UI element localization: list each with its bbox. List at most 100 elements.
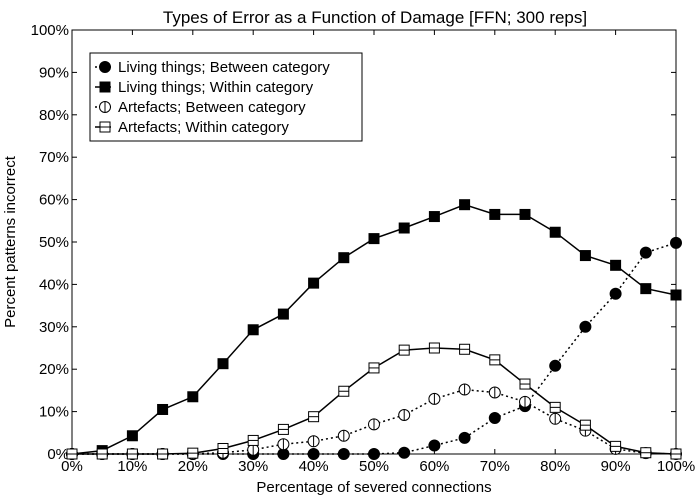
data-point — [338, 252, 350, 264]
y-axis: 0% 10% 20% 30% 40% 50% 60% 70% 80% 90% 100% — [31, 22, 676, 463]
legend-box — [89, 52, 363, 142]
data-point — [307, 435, 320, 448]
legend-entry: Living things; Within category — [95, 79, 314, 96]
data-point — [549, 401, 561, 413]
y-tick-label: 60% — [39, 192, 69, 209]
data-point — [398, 408, 411, 421]
data-point — [277, 308, 289, 320]
legend-label: Living things; Within category — [118, 79, 314, 96]
data-point — [670, 289, 682, 301]
data-point — [126, 448, 138, 460]
y-tick-label: 20% — [39, 361, 69, 378]
data-point — [458, 383, 471, 396]
data-point — [308, 411, 320, 423]
x-axis: 0% 10% 20% 30% 40% 50% 60% 70% 80% 90% 100% — [61, 30, 695, 475]
y-tick-label: 0% — [47, 446, 69, 463]
data-point — [489, 354, 501, 366]
y-tick-label: 50% — [39, 234, 69, 251]
data-point — [338, 385, 350, 397]
data-point — [519, 208, 531, 220]
legend-marker — [99, 121, 111, 133]
data-point — [609, 287, 622, 300]
x-tick-label: 80% — [540, 458, 570, 475]
data-point — [459, 343, 471, 355]
data-point — [610, 259, 622, 271]
x-tick-label: 100% — [657, 458, 695, 475]
y-tick-label: 90% — [39, 64, 69, 81]
data-point — [187, 391, 199, 403]
data-point — [368, 418, 380, 431]
data-point — [308, 277, 320, 289]
y-tick-label: 10% — [39, 404, 69, 421]
x-tick-label: 90% — [601, 458, 631, 475]
data-point — [337, 448, 350, 460]
legend-marker — [99, 81, 111, 93]
data-point — [459, 199, 471, 211]
x-tick-label: 40% — [299, 458, 329, 475]
data-point — [368, 448, 380, 460]
data-point — [579, 250, 591, 262]
data-point — [610, 440, 622, 452]
legend-label: Living things; Between category — [118, 59, 330, 76]
data-point — [217, 358, 229, 370]
data-point — [96, 448, 108, 460]
data-point — [247, 324, 259, 336]
legend-entry: Artefacts; Within category — [95, 119, 289, 136]
series-4 — [66, 342, 682, 460]
data-point — [428, 211, 440, 223]
data-point — [428, 392, 441, 405]
data-point — [247, 434, 259, 446]
data-point — [489, 208, 501, 220]
legend-label: Artefacts; Between category — [118, 99, 306, 116]
data-point — [579, 419, 591, 431]
chart-title: Types of Error as a Function of Damage [… — [163, 8, 587, 27]
data-point — [66, 448, 78, 460]
data-point — [640, 447, 652, 459]
data-point — [549, 412, 562, 425]
data-point — [549, 226, 561, 238]
data-point — [670, 236, 682, 249]
y-axis-label: Percent patterns incorrect — [2, 155, 19, 328]
data-point — [157, 403, 169, 415]
y-tick-label: 70% — [39, 149, 69, 166]
series-layer — [66, 199, 682, 460]
y-tick-label: 100% — [31, 22, 69, 39]
data-point — [488, 386, 501, 399]
data-point — [368, 362, 380, 374]
y-tick-label: 30% — [39, 319, 69, 336]
data-point — [579, 320, 592, 333]
legend-entry: Artefacts; Between category — [95, 99, 306, 116]
data-point — [670, 448, 682, 460]
data-point — [126, 430, 138, 442]
legend: Living things; Between category Living th… — [89, 52, 363, 142]
data-point — [488, 411, 501, 424]
data-point — [398, 446, 411, 459]
data-point — [519, 395, 531, 408]
data-point — [639, 246, 652, 259]
x-tick-label: 60% — [419, 458, 449, 475]
data-point — [337, 429, 350, 442]
data-point — [549, 359, 562, 372]
x-tick-label: 30% — [238, 458, 268, 475]
x-axis-label: Percentage of severed connections — [256, 479, 491, 496]
x-tick-label: 50% — [359, 458, 389, 475]
data-point — [217, 442, 229, 454]
data-point — [368, 233, 380, 245]
x-tick-label: 0% — [61, 458, 83, 475]
data-point — [307, 448, 320, 460]
data-point — [458, 431, 471, 444]
data-point — [398, 344, 410, 356]
data-point — [519, 378, 531, 390]
data-point — [277, 423, 289, 435]
data-point — [398, 222, 410, 234]
data-point — [640, 283, 652, 295]
legend-marker — [99, 61, 111, 73]
x-tick-label: 10% — [117, 458, 147, 475]
y-tick-label: 40% — [39, 276, 69, 293]
x-tick-label: 20% — [178, 458, 208, 475]
legend-label: Artefacts; Within category — [118, 119, 289, 136]
legend-marker — [99, 101, 111, 113]
x-tick-label: 70% — [480, 458, 510, 475]
data-point — [157, 448, 169, 460]
